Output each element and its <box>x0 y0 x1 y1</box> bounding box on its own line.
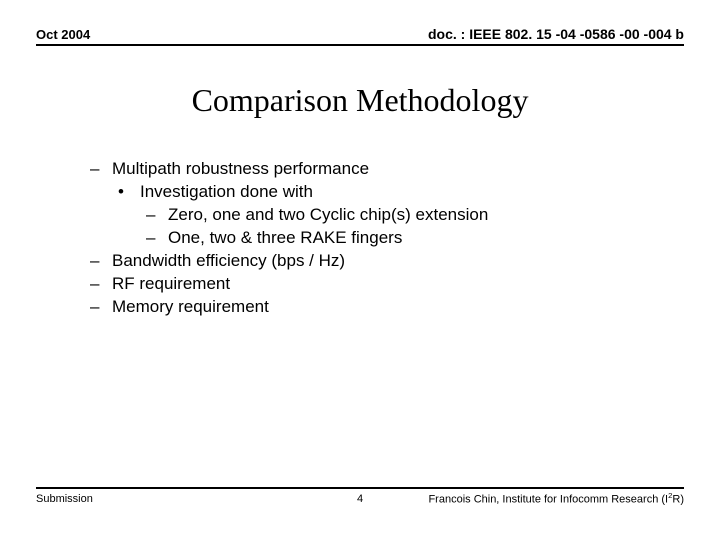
bullet-dash: – <box>146 204 168 227</box>
bullet-dash: – <box>90 250 112 273</box>
slide-content: – Multipath robustness performance • Inv… <box>90 158 660 319</box>
list-item: – One, two & three RAKE fingers <box>90 227 660 250</box>
list-item: – Bandwidth efficiency (bps / Hz) <box>90 250 660 273</box>
list-item-text: Memory requirement <box>112 296 269 319</box>
footer-author: Francois Chin, Institute for Infocomm Re… <box>428 491 684 506</box>
list-item: – RF requirement <box>90 273 660 296</box>
list-item-text: Multipath robustness performance <box>112 158 369 181</box>
footer-page-number: 4 <box>357 493 363 505</box>
list-item-text: Zero, one and two Cyclic chip(s) extensi… <box>168 204 488 227</box>
slide-header: Oct 2004 doc. : IEEE 802. 15 -04 -0586 -… <box>36 26 684 46</box>
footer-left: Submission <box>36 493 93 505</box>
list-item: – Multipath robustness performance <box>90 158 660 181</box>
list-item-text: One, two & three RAKE fingers <box>168 227 402 250</box>
bullet-dash: – <box>90 273 112 296</box>
list-item-text: RF requirement <box>112 273 230 296</box>
bullet-dash: – <box>146 227 168 250</box>
bullet-dash: – <box>90 158 112 181</box>
list-item: – Memory requirement <box>90 296 660 319</box>
bullet-dot: • <box>118 181 140 204</box>
list-item: • Investigation done with <box>90 181 660 204</box>
slide-title: Comparison Methodology <box>0 82 720 119</box>
slide-footer: Submission 4 Francois Chin, Institute fo… <box>36 487 684 506</box>
footer-author-prefix: Francois Chin, Institute for Infocomm Re… <box>428 494 668 506</box>
footer-author-suffix: R) <box>672 494 684 506</box>
header-date: Oct 2004 <box>36 27 90 42</box>
list-item: – Zero, one and two Cyclic chip(s) exten… <box>90 204 660 227</box>
list-item-text: Bandwidth efficiency (bps / Hz) <box>112 250 345 273</box>
header-doc-number: doc. : IEEE 802. 15 -04 -0586 -00 -004 b <box>428 26 684 42</box>
list-item-text: Investigation done with <box>140 181 313 204</box>
bullet-dash: – <box>90 296 112 319</box>
